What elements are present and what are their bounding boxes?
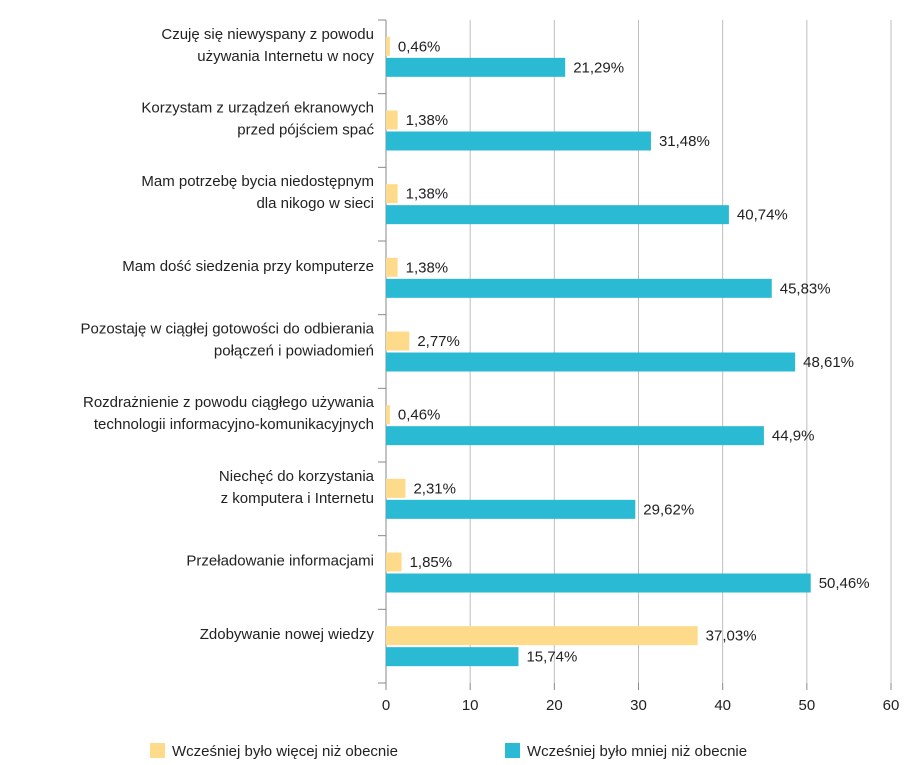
value-label: 1,38%: [406, 112, 449, 129]
category-label: Pozostaję w ciągłej gotowości do odbiera…: [80, 320, 374, 337]
bar: [386, 205, 729, 225]
bar: [386, 499, 636, 519]
bar: [386, 405, 390, 425]
bar: [386, 184, 398, 204]
x-tick-label: 0: [382, 697, 390, 714]
bar: [386, 552, 402, 572]
category-label: Rozdrażnienie z powodu ciągłego używania: [83, 394, 375, 411]
bar: [386, 352, 796, 372]
bar: [386, 257, 398, 277]
value-label: 1,85%: [410, 554, 453, 571]
x-tick-label: 50: [798, 697, 815, 714]
category-label: Korzystam z urządzeń ekranowych: [141, 99, 374, 116]
value-label: 0,46%: [398, 38, 441, 55]
value-label: 1,38%: [406, 259, 449, 276]
legend-label: Wcześniej było mniej niż obecnie: [527, 743, 747, 760]
bar: [386, 573, 811, 593]
value-label: 1,38%: [406, 186, 449, 203]
legend-label: Wcześniej było więcej niż obecnie: [172, 743, 398, 760]
value-label: 0,46%: [398, 407, 441, 424]
bar: [386, 478, 406, 498]
bar: [386, 278, 772, 298]
bar: [386, 57, 566, 77]
category-label: technologii informacyjno-komunikacyjnych: [94, 416, 374, 433]
value-label: 48,61%: [803, 354, 854, 371]
x-tick-label: 10: [462, 697, 479, 714]
category-label: z komputera i Internetu: [221, 490, 374, 507]
category-label: przed pójściem spać: [237, 121, 374, 138]
category-label: dla nikogo w sieci: [256, 195, 374, 212]
value-label: 21,29%: [573, 59, 624, 76]
bar: [386, 331, 410, 351]
bar: [386, 426, 764, 446]
x-tick-label: 20: [546, 697, 563, 714]
value-label: 29,62%: [643, 501, 694, 518]
legend-swatch: [150, 743, 165, 758]
value-label: 40,74%: [737, 207, 788, 224]
bar: [386, 626, 698, 646]
bar: [386, 647, 519, 667]
value-label: 44,9%: [772, 428, 815, 445]
category-label: używania Internetu w nocy: [197, 48, 374, 65]
value-label: 45,83%: [780, 280, 831, 297]
category-label: Przeładowanie informacjami: [186, 552, 374, 569]
bar: [386, 36, 390, 56]
value-label: 2,77%: [417, 333, 460, 350]
category-label: Mam potrzebę bycia niedostępnym: [141, 173, 374, 190]
bar: [386, 131, 651, 151]
bar: [386, 110, 398, 130]
value-label: 2,31%: [413, 480, 456, 497]
value-label: 37,03%: [706, 628, 757, 645]
x-tick-label: 40: [714, 697, 731, 714]
category-label: Zdobywanie nowej wiedzy: [200, 626, 375, 643]
value-label: 50,46%: [819, 575, 870, 592]
legend-swatch: [505, 743, 520, 758]
value-label: 31,48%: [659, 133, 710, 150]
x-tick-label: 60: [883, 697, 900, 714]
category-label: Czuję się niewyspany z powodu: [161, 26, 374, 43]
category-label: Niechęć do korzystania: [219, 468, 375, 485]
category-label: połączeń i powiadomień: [214, 342, 374, 359]
category-label: Mam dość siedzenia przy komputerze: [122, 258, 374, 275]
x-tick-label: 30: [630, 697, 647, 714]
value-label: 15,74%: [526, 649, 577, 666]
